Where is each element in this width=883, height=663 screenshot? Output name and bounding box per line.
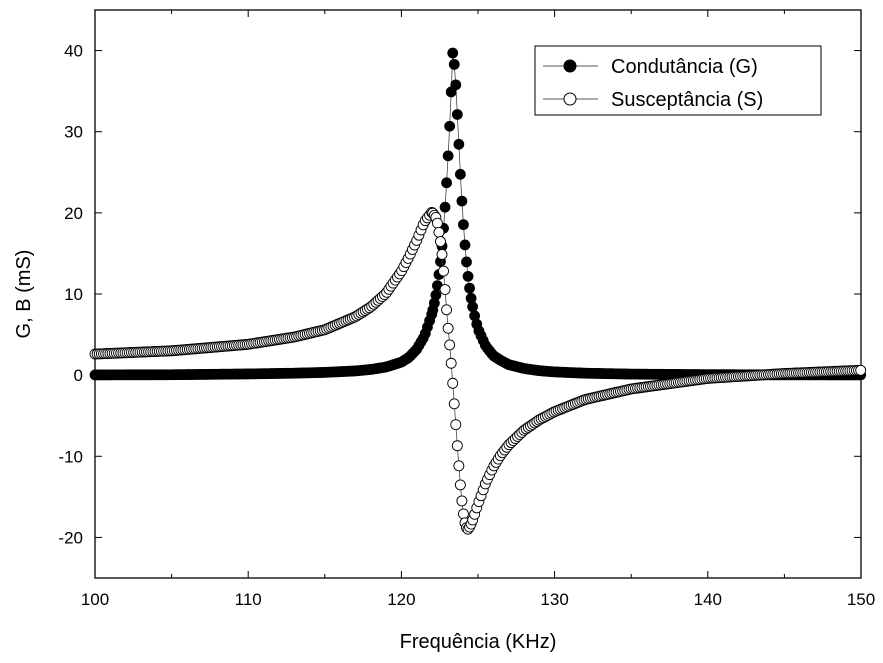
data-point-s — [456, 495, 468, 507]
y-tick-label: 20 — [64, 204, 83, 223]
data-point-g — [447, 47, 459, 59]
data-point-s — [441, 304, 453, 316]
data-point-g — [456, 195, 468, 207]
x-axis-title: Frequência (KHz) — [400, 631, 557, 653]
data-point-g — [459, 239, 471, 251]
legend-label-condutancia: Condutância (G) — [611, 56, 758, 78]
data-point-g — [464, 282, 475, 294]
y-tick-label: -10 — [58, 447, 83, 466]
x-tick-label: 100 — [81, 590, 109, 609]
series-susceptancia — [89, 206, 867, 535]
data-point-s — [454, 479, 466, 491]
data-point-s — [444, 339, 456, 351]
legend: Condutância (G) Susceptância (S) — [534, 45, 822, 116]
data-point-g — [430, 289, 442, 301]
data-point-s — [431, 217, 443, 229]
data-point-s — [436, 248, 448, 260]
data-point-s — [445, 357, 457, 369]
data-point-s — [451, 440, 463, 452]
data-point-g — [441, 177, 452, 189]
y-axis-title: G, B (mS) — [13, 250, 35, 339]
data-point-s — [442, 322, 454, 334]
y-tick-label: 30 — [64, 123, 83, 142]
data-point-g — [462, 270, 474, 282]
y-tick-label: 40 — [64, 42, 83, 61]
data-point-g — [454, 168, 466, 180]
data-point-g — [444, 120, 456, 132]
x-tick-label: 110 — [235, 590, 262, 609]
data-point-s — [450, 419, 462, 431]
data-point-s — [438, 265, 449, 277]
data-point-g — [458, 219, 469, 231]
data-point-s — [447, 377, 459, 389]
y-tick-label: -20 — [58, 528, 83, 547]
data-point-s — [439, 284, 451, 295]
data-point-s — [855, 364, 867, 376]
data-point-s — [453, 460, 465, 472]
x-tick-label: 130 — [540, 590, 568, 609]
data-point-g — [448, 58, 460, 70]
data-point-s — [458, 508, 469, 520]
legend-box — [534, 45, 822, 116]
axis-ticks: 100 110 120 130 140 150 -20 -10 0 10 20 30 40 — [58, 10, 875, 609]
data-point-g — [439, 201, 451, 213]
series-layer — [89, 47, 867, 535]
data-point-g — [467, 301, 479, 313]
data-point-g — [442, 150, 454, 162]
legend-marker-condutancia — [563, 59, 577, 73]
data-point-g — [451, 109, 463, 120]
legend-label-susceptancia: Susceptância (S) — [611, 89, 763, 111]
data-point-g — [453, 138, 465, 150]
data-point-s — [433, 226, 445, 238]
data-point-s — [448, 398, 460, 410]
data-point-s — [435, 236, 446, 247]
legend-marker-susceptancia — [563, 92, 577, 106]
x-tick-label: 140 — [694, 590, 722, 609]
data-point-g — [450, 79, 462, 91]
x-tick-label: 150 — [847, 590, 875, 609]
y-tick-label: 10 — [64, 285, 83, 304]
series-condutancia — [89, 47, 867, 381]
x-tick-label: 120 — [387, 590, 415, 609]
y-tick-label: 0 — [74, 366, 83, 385]
data-point-g — [461, 256, 472, 268]
